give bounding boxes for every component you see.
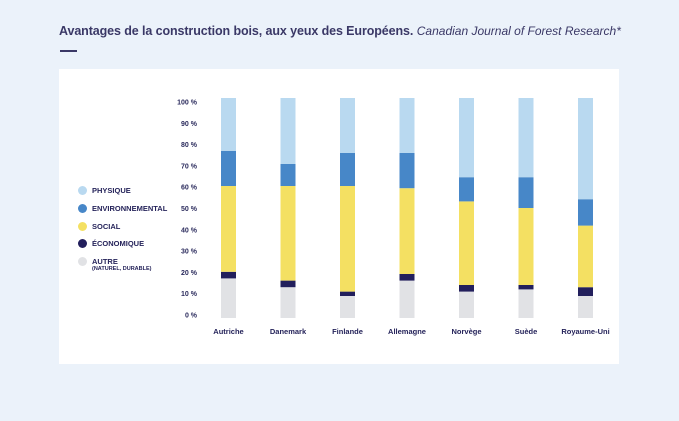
legend-swatch-physique [78,186,87,195]
bar-segment-environnemental [399,153,415,189]
y-tick-label: 50 % [181,206,198,213]
bar-segment-environnemental [518,177,534,208]
legend-swatch-economique [78,239,87,248]
x-axis: Autriche Danemark Finlande Allemagne Norvège… [213,327,609,336]
y-tick-label: 10 % [181,291,198,298]
bars [221,98,593,318]
bar-stack [399,98,415,318]
title-underline [60,50,77,52]
bar-segment-physique [399,98,415,153]
y-tick-label: 80 % [181,142,198,149]
bar-segment-economique [221,271,236,279]
bar-segment-physique [578,98,593,200]
bar-segment-autre [399,280,415,318]
bar-segment-economique [518,285,534,290]
bar-segment-economique [280,280,296,288]
bar-segment-physique [459,98,474,178]
bar-segment-environnemental [280,164,296,186]
y-tick-label: 60 % [181,185,198,192]
bar-segment-physique [518,98,534,178]
x-tick-label: Autriche [213,327,243,336]
bar-segment-autre [280,287,296,318]
bar-segment-social [399,188,415,274]
x-tick-label: Finlande [332,327,363,336]
bar-segment-economique [459,285,474,292]
bar-segment-autre [578,296,593,318]
bar-stack [280,98,296,318]
chart-title: Avantages de la construction bois, aux y… [59,24,414,38]
bar-segment-autre [459,291,474,318]
legend-sublabel: (NATUREL, DURABLE) [92,266,152,272]
bar-segment-environnemental [340,153,355,186]
legend-swatch-environnemental [78,204,87,213]
chart-title-line: Avantages de la construction bois, aux y… [59,24,621,38]
y-tick-label: 40 % [181,227,198,234]
bar-segment-social [280,186,296,281]
legend-label: AUTRE [92,257,118,266]
bar-segment-economique [399,274,415,281]
bar-segment-physique [340,98,355,153]
bar-segment-environnemental [578,199,593,226]
x-tick-label: Royaume-Uni [561,327,609,336]
bar-stack [221,98,236,318]
y-tick-label: 0 % [185,313,198,320]
x-tick-label: Danemark [270,327,307,336]
bar-segment-autre [340,296,355,318]
bar-segment-economique [340,291,355,296]
bar-segment-autre [518,289,534,318]
chart-source: Canadian Journal of Forest Research* [416,24,621,38]
y-tick-label: 100 % [177,100,198,107]
legend-swatch-autre [78,257,87,266]
legend-label: ENVIRONNEMENTAL [92,204,168,213]
bar-stack [518,98,534,318]
bar-segment-environnemental [459,177,474,202]
x-tick-label: Allemagne [388,327,426,336]
bar-segment-physique [221,98,236,151]
legend-label: SOCIAL [92,222,121,231]
bar-segment-social [518,208,534,285]
bar-segment-economique [578,287,593,296]
y-tick-label: 30 % [181,249,198,256]
legend-swatch-social [78,222,87,231]
bar-stack [459,98,474,318]
bar-segment-social [459,201,474,285]
bar-stack [340,98,355,318]
x-tick-label: Norvège [451,327,481,336]
bar-segment-physique [280,98,296,164]
bar-stack [578,98,593,318]
bar-segment-social [221,186,236,272]
x-tick-label: Suède [515,327,538,336]
y-tick-label: 20 % [181,270,198,277]
legend-label: PHYSIQUE [92,186,131,195]
bar-segment-social [340,186,355,292]
y-axis: 0 % 10 % 20 % 30 % 40 % 50 % 60 % 70 % 80 % 90 % 1… [177,100,198,320]
legend-label: ÉCONOMIQUE [92,239,145,248]
y-tick-label: 70 % [181,163,198,170]
bar-segment-autre [221,278,236,318]
y-tick-label: 90 % [181,121,198,128]
bar-segment-environnemental [221,150,236,186]
bar-segment-social [578,225,593,288]
